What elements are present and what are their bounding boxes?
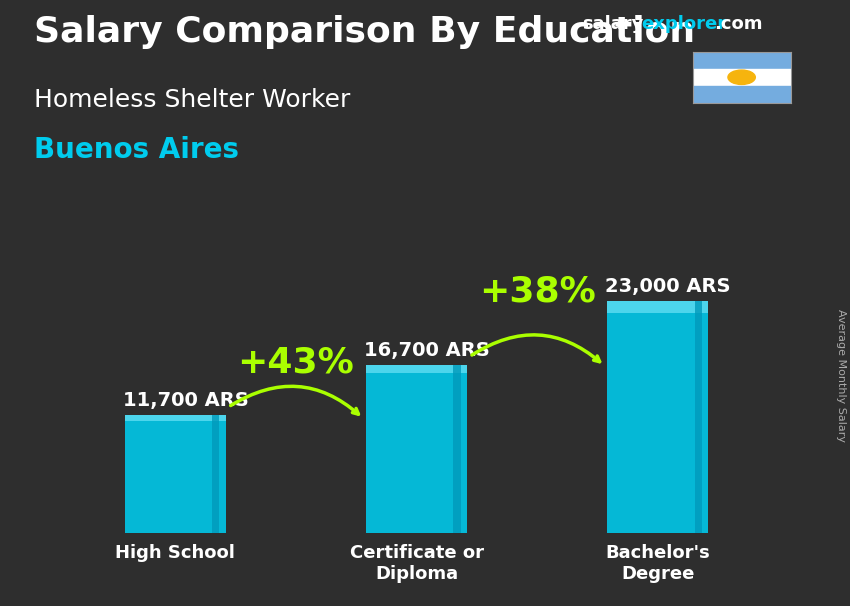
Bar	[694, 301, 702, 533]
Text: .com: .com	[714, 15, 762, 33]
Bar	[454, 365, 461, 533]
Bar	[693, 85, 791, 103]
Bar	[607, 301, 708, 533]
Bar	[366, 365, 468, 373]
Text: +38%: +38%	[479, 275, 596, 309]
Bar	[212, 415, 219, 533]
Text: 11,700 ARS: 11,700 ARS	[122, 391, 248, 410]
Bar	[693, 68, 791, 86]
Bar	[125, 415, 226, 421]
Text: Homeless Shelter Worker: Homeless Shelter Worker	[34, 88, 350, 112]
Text: 23,000 ARS: 23,000 ARS	[605, 277, 731, 296]
Bar	[366, 365, 468, 533]
Text: +43%: +43%	[237, 345, 354, 379]
Text: Buenos Aires: Buenos Aires	[34, 136, 239, 164]
Text: salary: salary	[582, 15, 643, 33]
Bar	[693, 52, 791, 69]
Circle shape	[728, 70, 756, 84]
Text: 16,700 ARS: 16,700 ARS	[364, 341, 490, 359]
Text: Salary Comparison By Education: Salary Comparison By Education	[34, 15, 695, 49]
Bar	[607, 301, 708, 313]
Text: explorer: explorer	[642, 15, 727, 33]
Text: Average Monthly Salary: Average Monthly Salary	[836, 309, 846, 442]
Bar	[125, 415, 226, 533]
